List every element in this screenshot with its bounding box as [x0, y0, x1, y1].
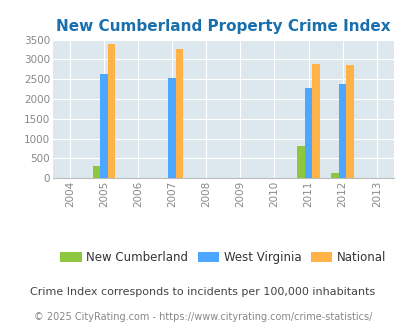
Bar [175, 49, 183, 178]
Bar [107, 44, 115, 178]
Bar [345, 65, 353, 178]
Bar [304, 88, 311, 178]
Text: Crime Index corresponds to incidents per 100,000 inhabitants: Crime Index corresponds to incidents per… [30, 287, 375, 297]
Bar [338, 84, 345, 178]
Bar [296, 146, 304, 178]
Text: © 2025 CityRating.com - https://www.cityrating.com/crime-statistics/: © 2025 CityRating.com - https://www.city… [34, 313, 371, 322]
Title: New Cumberland Property Crime Index: New Cumberland Property Crime Index [56, 19, 390, 34]
Bar [168, 78, 175, 178]
Legend: New Cumberland, West Virginia, National: New Cumberland, West Virginia, National [55, 247, 390, 269]
Bar [92, 166, 100, 178]
Bar [330, 174, 338, 178]
Bar [311, 64, 319, 178]
Bar [100, 74, 107, 178]
